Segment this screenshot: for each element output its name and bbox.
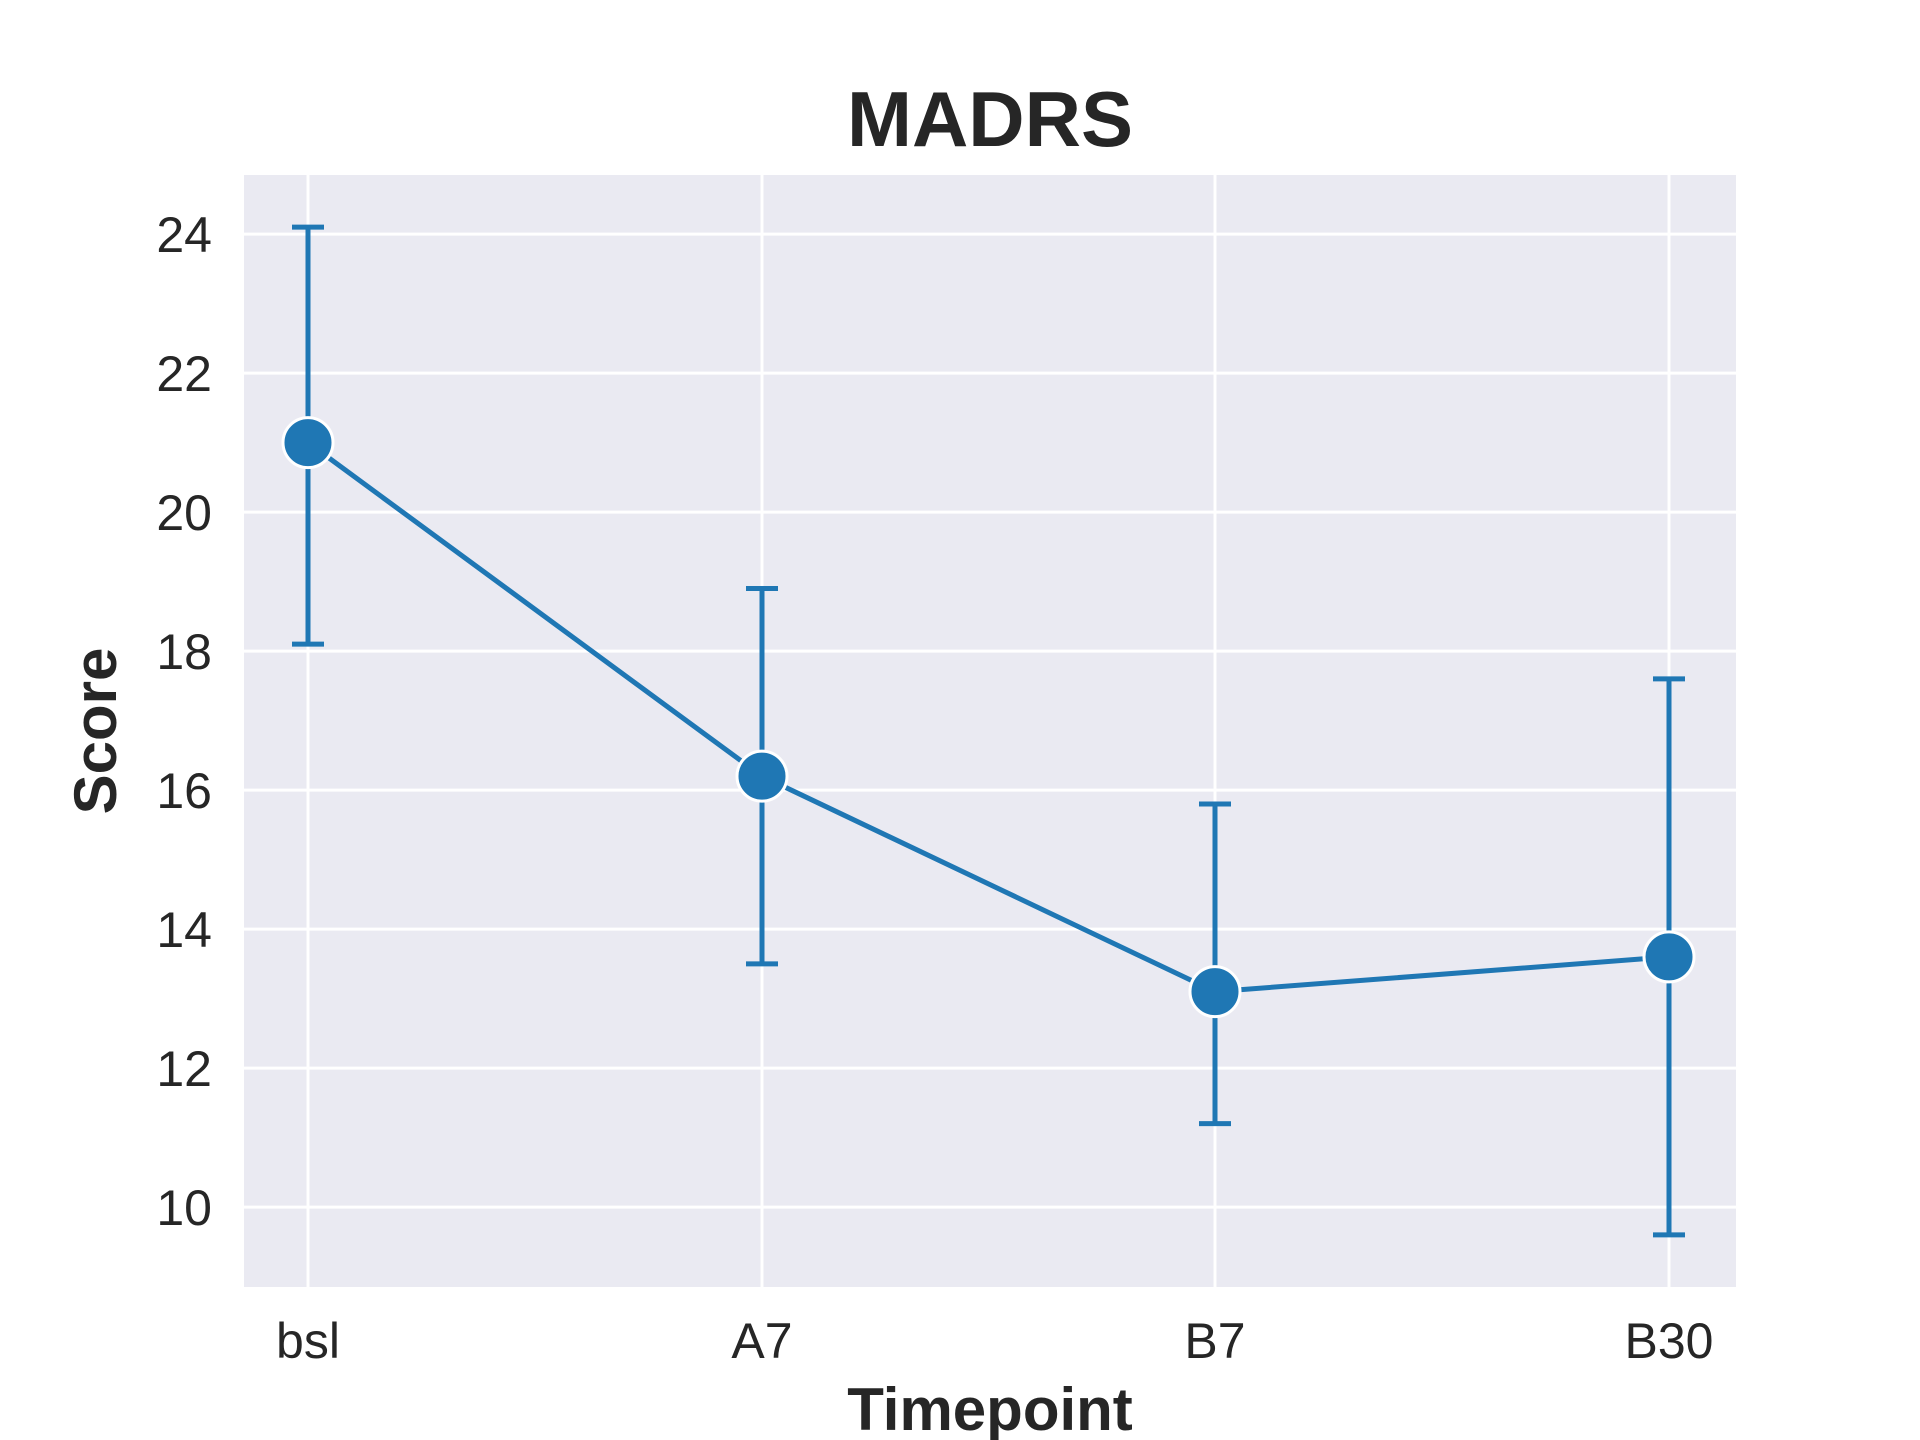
x-axis-ticks: bsl A7 B7 B30	[276, 1313, 1713, 1369]
y-tick-label: 22	[156, 346, 212, 402]
y-tick-label: 16	[156, 763, 212, 819]
data-point	[1188, 965, 1242, 1019]
x-tick-label: bsl	[276, 1313, 340, 1369]
y-axis-label: Score	[62, 648, 129, 815]
y-tick-label: 18	[156, 624, 212, 680]
data-point	[1642, 930, 1696, 984]
data-point	[735, 749, 789, 803]
error-bar	[1199, 801, 1231, 1127]
y-tick-label: 10	[156, 1180, 212, 1236]
y-tick-label: 12	[156, 1041, 212, 1097]
chart-title: MADRS	[847, 75, 1133, 163]
y-tick-label: 14	[156, 902, 212, 958]
series-line	[306, 440, 1670, 995]
x-tick-label: B7	[1184, 1313, 1245, 1369]
y-tick-label: 20	[156, 485, 212, 541]
y-tick-label: 24	[156, 207, 212, 263]
data-point	[281, 416, 335, 470]
grid	[244, 175, 1736, 1287]
plot-area	[244, 175, 1736, 1287]
y-axis-ticks: 10 12 14 16 18 20 22 24	[156, 207, 212, 1236]
x-axis-label: Timepoint	[847, 1376, 1133, 1440]
x-tick-label: A7	[731, 1313, 792, 1369]
x-tick-label: B30	[1625, 1313, 1714, 1369]
series	[281, 224, 1696, 1238]
